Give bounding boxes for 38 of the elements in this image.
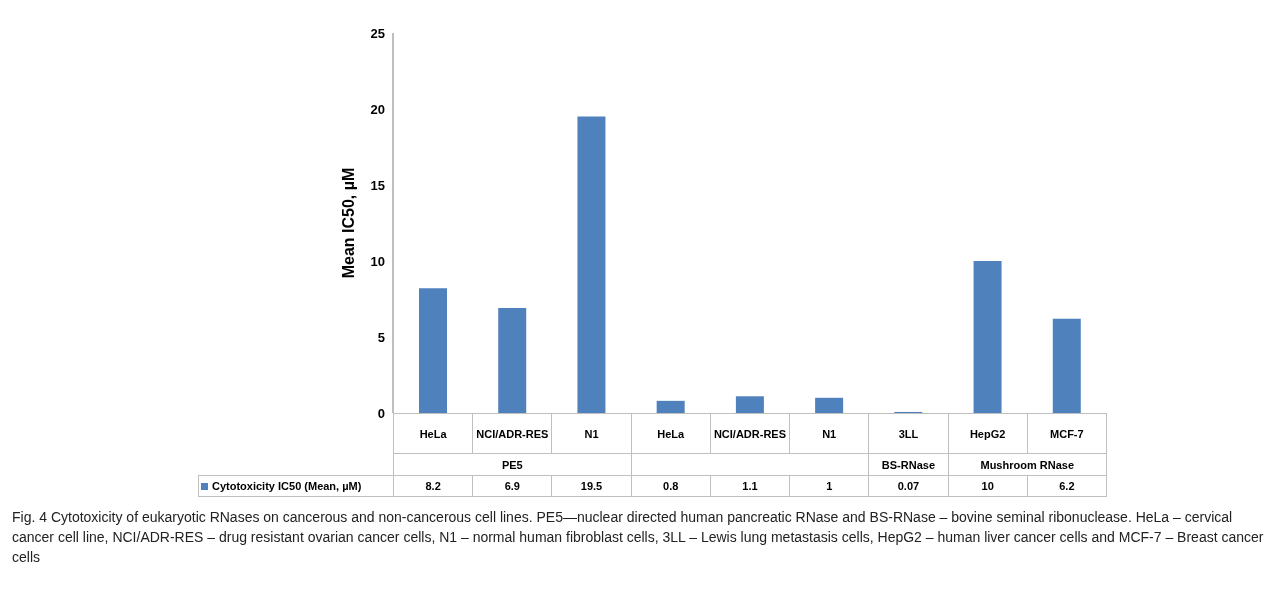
y-tick-label: 15: [370, 177, 385, 193]
bar: [815, 397, 844, 413]
bar: [735, 396, 764, 413]
y-tick-label: 20: [370, 101, 385, 117]
y-tick-label: 0: [377, 405, 385, 421]
legend-label: Cytotoxicity IC50 (Mean, µM): [198, 475, 394, 497]
y-tick-label: 25: [370, 25, 385, 41]
x-tick-label: N1: [551, 413, 632, 454]
x-tick-label: NCI/ADR-RES: [710, 413, 790, 454]
bar: [1052, 318, 1081, 413]
data-label: 6.9: [472, 475, 552, 497]
x-tick-label: HeLa: [631, 413, 711, 454]
data-label: 0.07: [868, 475, 949, 497]
x-tick-label: HepG2: [948, 413, 1028, 454]
x-tick-label: NCI/ADR-RES: [472, 413, 552, 454]
x-tick-label: MCF-7: [1027, 413, 1107, 454]
data-label: 6.2: [1027, 475, 1107, 497]
x-tick-label: N1: [789, 413, 869, 454]
x-tick-label: HeLa: [393, 413, 473, 454]
bar: [577, 116, 606, 413]
data-label: 0.8: [631, 475, 711, 497]
x-tick-label: 3LL: [868, 413, 949, 454]
data-label: 1.1: [710, 475, 790, 497]
bar: [973, 261, 1002, 413]
bar: [498, 308, 527, 413]
text: PE5: [393, 453, 632, 476]
data-label: 19.5: [551, 475, 632, 497]
data-label: 1: [789, 475, 869, 497]
y-tick-label: 5: [377, 329, 385, 345]
text: BS-RNase: [868, 453, 949, 476]
data-label: 8.2: [393, 475, 473, 497]
bar: [656, 400, 685, 413]
y-tick-label: 10: [370, 253, 385, 269]
caption: Fig. 4 Cytotoxicity of eukaryotic RNases on cancerous and non-cancerous cell lines. PE5—nuclear directed human pancreatic RNase and BS-RNase – bovine seminal ribonuclease. HeLa – cervical cancer cell line, NCI/ADR-RES – drug resistant ovarian cancer cells, N1 – normal human fibroblast cells, 3LL – Lewis lung metastasis cells, HepG2 – human liver cancer cells and MCF-7 – Breast cancer cells: [12, 508, 1265, 567]
data-label: 10: [948, 475, 1028, 497]
y-axis-title: Mean IC50, µM: [339, 167, 357, 279]
text: Mushroom RNase: [948, 453, 1107, 476]
bar: [419, 288, 447, 413]
